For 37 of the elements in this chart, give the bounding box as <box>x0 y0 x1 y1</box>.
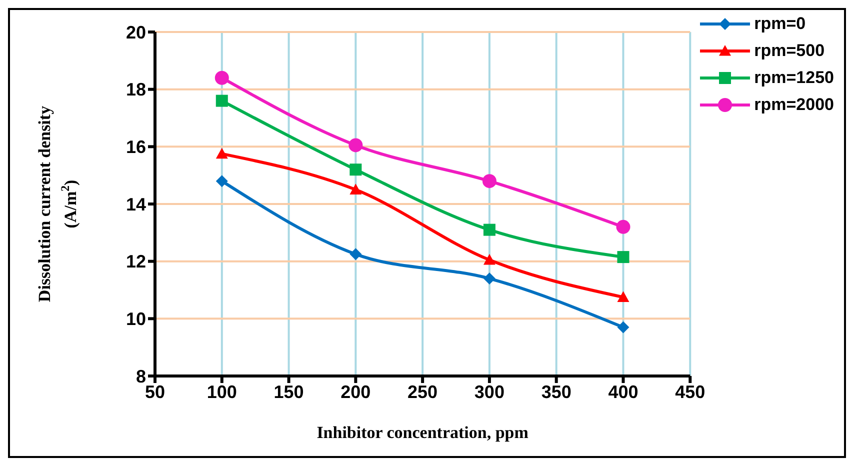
point <box>350 164 362 176</box>
y-tick-label: 12 <box>126 252 146 272</box>
point <box>348 138 363 152</box>
legend-label: rpm=500 <box>754 40 825 60</box>
x-tick-label: 450 <box>675 382 706 402</box>
y-tick-label: 8 <box>136 366 146 386</box>
x-tick-label: 350 <box>541 382 572 402</box>
legend-label: rpm=0 <box>754 14 806 34</box>
y-tick-label: 20 <box>126 22 146 42</box>
y-tick-label: 16 <box>126 137 146 158</box>
x-tick-label: 100 <box>206 382 237 402</box>
y-tick-label: 10 <box>126 309 146 330</box>
point <box>483 272 496 285</box>
point <box>482 174 496 188</box>
point <box>616 220 630 234</box>
point <box>617 251 630 264</box>
point <box>350 248 362 260</box>
x-tick-label: 150 <box>274 382 304 402</box>
point <box>216 175 228 188</box>
legend-label: rpm=2000 <box>754 94 834 114</box>
legend-label: rpm=1250 <box>754 68 834 88</box>
point <box>483 224 496 236</box>
x-axis-title: Inhibitor concentration, ppm <box>316 423 528 442</box>
point <box>216 94 228 107</box>
y-tick-label: 14 <box>126 194 146 214</box>
point <box>350 184 362 194</box>
x-tick-label: 250 <box>408 382 438 402</box>
y-tick-label: 18 <box>126 80 146 100</box>
x-tick-label: 400 <box>608 382 638 402</box>
point <box>617 291 630 302</box>
point <box>617 321 630 334</box>
point <box>483 254 496 265</box>
x-tick-label: 50 <box>144 382 166 402</box>
x-tick-label: 300 <box>474 382 504 402</box>
point <box>216 148 228 159</box>
point <box>214 70 229 85</box>
x-tick-label: 200 <box>340 382 371 402</box>
